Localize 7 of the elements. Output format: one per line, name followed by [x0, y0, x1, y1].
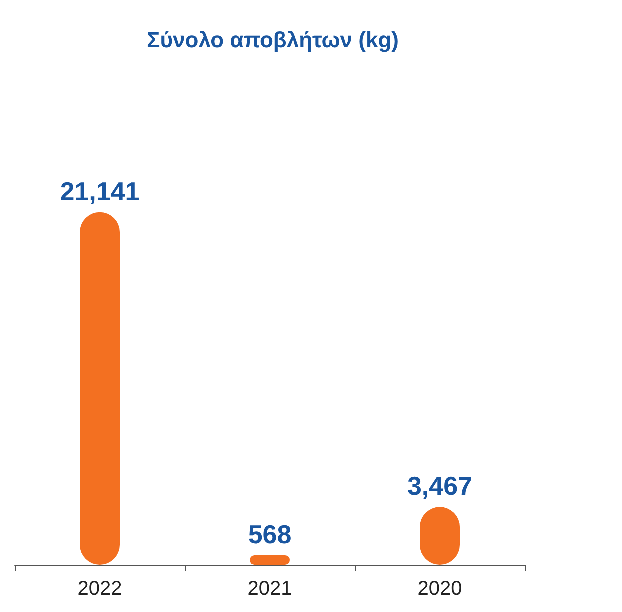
x-tick-label: 2021: [248, 578, 292, 600]
x-tick-label: 2020: [418, 578, 462, 600]
data-label: 3,467: [407, 471, 473, 502]
data-label: 568: [248, 520, 292, 550]
data-label: 21,141: [60, 176, 140, 206]
chart-title: Σύνολο αποβλήτων (kg): [147, 28, 399, 52]
x-tick-label: 2022: [78, 578, 122, 600]
